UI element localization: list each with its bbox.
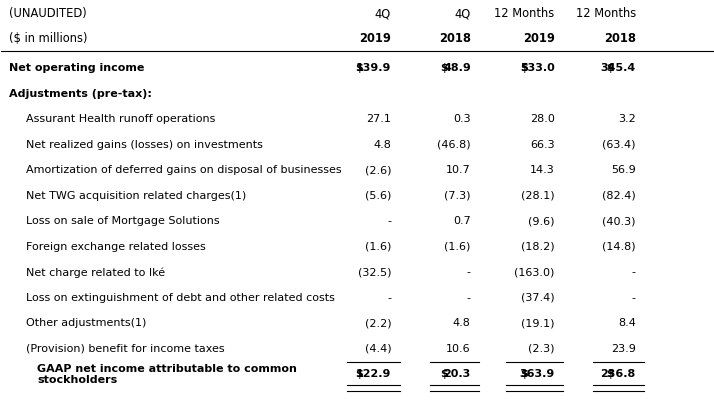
Text: 56.9: 56.9 — [611, 166, 635, 176]
Text: $: $ — [521, 370, 528, 380]
Text: 27.1: 27.1 — [366, 115, 391, 125]
Text: 2019: 2019 — [523, 33, 555, 46]
Text: 3.2: 3.2 — [618, 115, 635, 125]
Text: $: $ — [355, 64, 363, 74]
Text: 4Q: 4Q — [375, 8, 391, 20]
Text: Amortization of deferred gains on disposal of businesses: Amortization of deferred gains on dispos… — [26, 166, 342, 176]
Text: (9.6): (9.6) — [528, 217, 555, 227]
Text: 2018: 2018 — [439, 33, 471, 46]
Text: 122.9: 122.9 — [356, 370, 391, 380]
Text: (1.6): (1.6) — [444, 242, 471, 252]
Text: 2019: 2019 — [359, 33, 391, 46]
Text: Assurant Health runoff operations: Assurant Health runoff operations — [26, 115, 216, 125]
Text: -: - — [467, 268, 471, 278]
Text: (28.1): (28.1) — [521, 191, 555, 201]
Text: 12 Months: 12 Months — [575, 8, 635, 20]
Text: 10.7: 10.7 — [446, 166, 471, 176]
Text: (14.8): (14.8) — [602, 242, 635, 252]
Text: Net realized gains (losses) on investments: Net realized gains (losses) on investmen… — [26, 140, 263, 150]
Text: Net charge related to Iké: Net charge related to Iké — [26, 267, 166, 278]
Text: 0.7: 0.7 — [453, 217, 471, 227]
Text: 66.3: 66.3 — [530, 140, 555, 150]
Text: $: $ — [606, 64, 613, 74]
Text: -: - — [387, 217, 391, 227]
Text: (46.8): (46.8) — [437, 140, 471, 150]
Text: 345.4: 345.4 — [600, 64, 635, 74]
Text: 23.9: 23.9 — [611, 344, 635, 354]
Text: (1.6): (1.6) — [365, 242, 391, 252]
Text: (5.6): (5.6) — [365, 191, 391, 201]
Text: $: $ — [441, 64, 448, 74]
Text: Other adjustments(1): Other adjustments(1) — [26, 319, 146, 329]
Text: 20.3: 20.3 — [443, 370, 471, 380]
Text: Loss on extinguishment of debt and other related costs: Loss on extinguishment of debt and other… — [26, 293, 335, 303]
Text: -: - — [387, 293, 391, 303]
Text: -: - — [632, 293, 635, 303]
Text: Loss on sale of Mortgage Solutions: Loss on sale of Mortgage Solutions — [26, 217, 220, 227]
Text: $: $ — [606, 370, 613, 380]
Text: Net TWG acquisition related charges(1): Net TWG acquisition related charges(1) — [26, 191, 246, 201]
Text: (82.4): (82.4) — [602, 191, 635, 201]
Text: (7.3): (7.3) — [444, 191, 471, 201]
Text: 12 Months: 12 Months — [495, 8, 555, 20]
Text: (18.2): (18.2) — [521, 242, 555, 252]
Text: (4.4): (4.4) — [365, 344, 391, 354]
Text: (163.0): (163.0) — [514, 268, 555, 278]
Text: (63.4): (63.4) — [603, 140, 635, 150]
Text: 8.4: 8.4 — [618, 319, 635, 329]
Text: (2.3): (2.3) — [528, 344, 555, 354]
Text: 28.0: 28.0 — [530, 115, 555, 125]
Text: 14.3: 14.3 — [530, 166, 555, 176]
Text: GAAP net income attributable to common
stockholders: GAAP net income attributable to common s… — [37, 364, 297, 385]
Text: 533.0: 533.0 — [520, 64, 555, 74]
Text: (19.1): (19.1) — [521, 319, 555, 329]
Text: $: $ — [521, 64, 528, 74]
Text: 4Q: 4Q — [455, 8, 471, 20]
Text: 236.8: 236.8 — [600, 370, 635, 380]
Text: 139.9: 139.9 — [356, 64, 391, 74]
Text: (2.2): (2.2) — [365, 319, 391, 329]
Text: Adjustments (pre-tax):: Adjustments (pre-tax): — [9, 89, 151, 99]
Text: 4.8: 4.8 — [453, 319, 471, 329]
Text: 0.3: 0.3 — [453, 115, 471, 125]
Text: Foreign exchange related losses: Foreign exchange related losses — [26, 242, 206, 252]
Text: -: - — [632, 268, 635, 278]
Text: (2.6): (2.6) — [365, 166, 391, 176]
Text: -: - — [467, 293, 471, 303]
Text: 10.6: 10.6 — [446, 344, 471, 354]
Text: ($ in millions): ($ in millions) — [9, 33, 87, 46]
Text: (UNAUDITED): (UNAUDITED) — [9, 8, 86, 20]
Text: (40.3): (40.3) — [603, 217, 635, 227]
Text: 2018: 2018 — [604, 33, 635, 46]
Text: Net operating income: Net operating income — [9, 64, 144, 74]
Text: (Provision) benefit for income taxes: (Provision) benefit for income taxes — [26, 344, 225, 354]
Text: 4.8: 4.8 — [373, 140, 391, 150]
Text: 48.9: 48.9 — [443, 64, 471, 74]
Text: (32.5): (32.5) — [358, 268, 391, 278]
Text: $: $ — [441, 370, 448, 380]
Text: 363.9: 363.9 — [520, 370, 555, 380]
Text: (37.4): (37.4) — [521, 293, 555, 303]
Text: $: $ — [355, 370, 363, 380]
